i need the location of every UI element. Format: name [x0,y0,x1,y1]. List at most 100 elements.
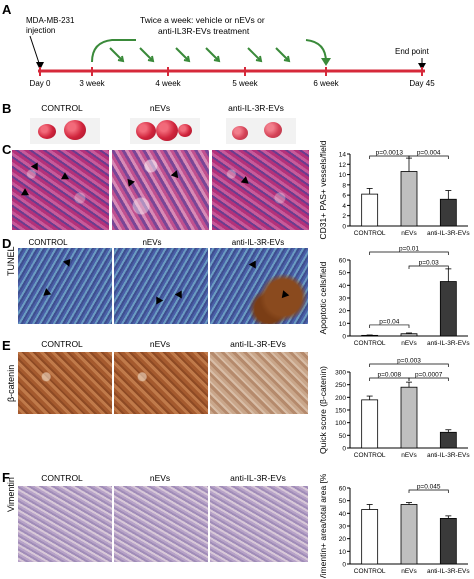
tumor-photo-nevs [130,118,200,144]
arrow-marker [152,296,164,307]
p-value-label: p=0.008 [377,372,401,379]
y-tick-label: 12 [339,162,347,169]
bar [400,504,418,565]
tunel-micrograph-anti [210,248,308,324]
arrow-marker [63,258,73,269]
arrow-marker [248,260,260,271]
tumor-image [264,122,282,138]
bar-chart-beta-catenin-quick-score: 0 50 100 150 200 250 300 Quick score (β-catenin… [318,358,470,460]
panel-letter-e: E [2,338,11,353]
injection-pointer-line [29,35,41,67]
group-label-control: CONTROL [41,339,83,349]
group-label-control: CONTROL [41,103,83,113]
y-axis-title: Apoptotic cells/field [318,261,328,334]
y-tick-label: 60 [339,486,347,493]
bar [400,386,418,449]
y-tick-label: 4 [342,203,346,210]
tumor-photo-anti [226,118,296,144]
y-tick-label: 40 [339,511,347,518]
x-tick-label: nEVs [401,452,417,459]
bar-chart-cd31-pas-vessels: 0 2 4 6 8 10 12 14 CD31+ PAS+ vessels/field CONTR… [318,140,470,239]
y-tick-label: 50 [339,270,347,277]
group-label-anti: anti-IL-3R-EVs [228,103,284,113]
row-label-vimentin: Vimentin [6,477,16,512]
x-tick-label: nEVs [401,340,417,347]
arrow-marker [60,172,72,183]
group-label-control: CONTROL [28,238,68,247]
p-value-label: p=0.004 [417,150,441,157]
group-label-anti: anti-IL-3R-EVs [231,238,285,247]
arrow-marker [174,290,186,301]
beta-catenin-micrograph-anti [210,352,308,414]
end-point-label: End point [395,47,429,56]
vimentin-micrograph-nevs [114,486,208,562]
panel-letter-d: D [2,236,12,251]
y-tick-label: 100 [335,420,346,427]
pas-micrograph-nevs [112,150,209,230]
treatment-label-line1: Twice a week: vehicle or nEVs or [140,15,265,25]
arrow-marker [18,188,30,199]
x-tick-label: CONTROL [354,452,386,459]
row-label-tunel: TUNEL [6,246,16,276]
y-tick-label: 150 [335,408,346,415]
group-label-nevs: nEVs [149,473,171,483]
y-tick-label: 6 [342,193,346,200]
y-tick-label: 10 [339,321,347,328]
significance-bracket [369,251,449,255]
y-axis-title: Quick score (β-catenin) [318,366,328,454]
timepoint-week6: 6 week [313,79,339,88]
x-tick-label: anti-IL-3R-EVs [427,230,470,237]
y-tick-label: 20 [339,536,347,543]
bar [439,198,457,227]
beta-catenin-micrograph-nevs [114,352,208,414]
y-tick-label: 300 [335,370,346,377]
y-axis-title: CD31+ PAS+ vessels/field [318,140,328,239]
y-tick-label: 60 [339,258,347,265]
p-value-label: p=0.03 [419,260,439,267]
p-value-label: p=0.045 [417,484,441,491]
bar [439,518,457,565]
tumor-image [232,126,248,140]
bar [400,333,418,337]
x-tick-label: anti-IL-3R-EVs [427,340,470,347]
tumor-image [64,120,86,140]
bar [361,334,379,337]
significance-bracket [408,155,449,159]
panel-letter-c: C [2,142,12,157]
tumor-photo-control [30,118,100,144]
row-label-beta-catenin: β-catenin [6,364,16,402]
y-tick-label: 20 [339,308,347,315]
injection-pointer-arrowhead [36,62,44,70]
bar [361,399,379,449]
pas-micrograph-control [12,150,109,230]
group-label-anti: anti-IL-3R-EVs [230,473,286,483]
bar-chart-apoptotic-cells: 0 10 20 30 40 50 60 Apoptotic cells/field CONTRO… [318,246,470,348]
x-tick-label: anti-IL-3R-EVs [427,568,470,575]
p-value-label: p=0.003 [397,358,421,365]
y-tick-label: 0 [342,224,346,231]
arrow-marker [30,162,42,173]
group-label-nevs: nEVs [149,103,171,113]
y-axis-title: Vimentin+ area/total area [%] [318,474,328,578]
y-tick-label: 40 [339,283,347,290]
y-tick-label: 200 [335,395,346,402]
tumor-image [156,120,178,141]
beta-catenin-micrograph-control [18,352,112,414]
y-tick-label: 10 [339,549,347,556]
tunel-micrograph-control [18,248,112,324]
y-tick-label: 2 [342,213,346,220]
x-tick-label: CONTROL [354,230,386,237]
arrow-marker [170,170,182,181]
treatment-arrows [109,47,291,63]
x-tick-label: nEVs [401,230,417,237]
y-tick-label: 50 [339,498,347,505]
p-value-label: p=0.0013 [376,150,404,157]
bar [439,431,457,449]
group-label-anti: anti-IL-3R-EVs [230,339,286,349]
significance-bracket [408,377,449,381]
y-tick-label: 0 [342,562,346,569]
timeline-graphic [29,35,426,76]
panel-letter-a: A [2,2,12,17]
tumor-image [136,122,156,140]
x-tick-label: nEVs [401,568,417,575]
